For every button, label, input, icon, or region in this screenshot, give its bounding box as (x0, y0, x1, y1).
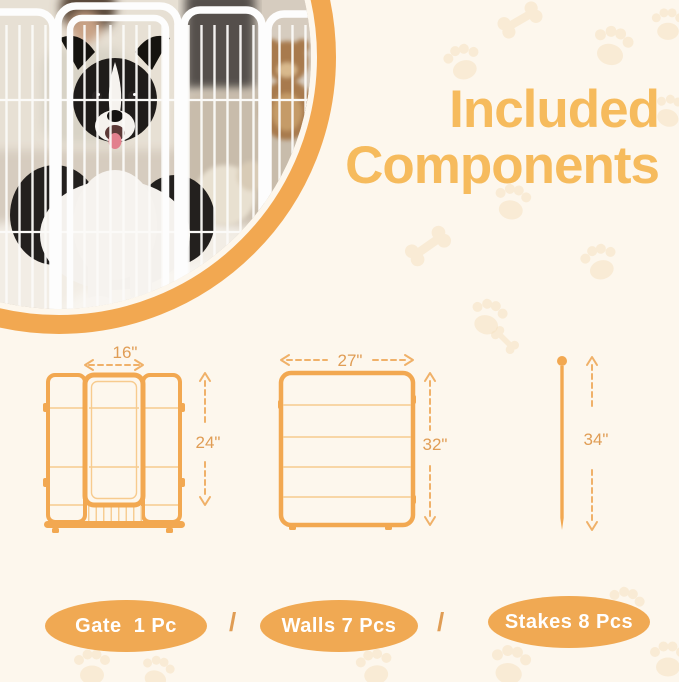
legend-pill-gate-label: Gate 1 Pc (75, 614, 177, 637)
bone-icon (495, 0, 545, 41)
gate-diagram: 16" 24" (43, 343, 221, 533)
legend-separator: / (437, 607, 445, 637)
wall-height-label: 32" (423, 435, 448, 454)
wall-width-label: 27" (338, 351, 363, 370)
gate-width-label: 16" (113, 343, 138, 362)
wall-drawing (278, 370, 416, 530)
hero-photo-scene (0, 0, 311, 309)
legend-pill-walls-label: Walls 7 Pcs (281, 614, 397, 637)
paw-icon (137, 652, 177, 682)
stake-height-arrow: 34" (584, 356, 609, 531)
legend-pill-stakes-label: Stakes 8 Pcs (504, 610, 634, 633)
stake-drawing (557, 356, 567, 530)
page-title-line2: Components (345, 136, 660, 196)
paw-icon (74, 649, 110, 682)
paw-icon (588, 22, 637, 70)
wall-width-arrow: 27" (280, 351, 414, 370)
paw-icon (487, 642, 534, 682)
pen-gate-door (66, 14, 170, 309)
legend-pill-gate: Gate 1 Pc (45, 600, 207, 652)
hero-photo (0, 0, 311, 309)
paw-icon (440, 40, 485, 84)
legend-pill-walls: Walls 7 Pcs (260, 600, 418, 652)
gate-height-label: 24" (196, 433, 221, 452)
page-title: Included Components (345, 80, 660, 196)
gate-door (82, 372, 146, 508)
wall-diagram: 27" 32" (278, 351, 448, 530)
legend-pill-stakes: Stakes 8 Pcs (488, 596, 650, 648)
gate-width-arrow: 16" (84, 343, 144, 371)
paw-icon (354, 646, 396, 682)
stake-height-label: 34" (584, 430, 609, 449)
stake-diagram: 34" (557, 356, 609, 531)
page-title-line1: Included (449, 80, 660, 139)
bone-icon (402, 223, 454, 269)
gate-height-arrow: 24" (196, 372, 221, 506)
wall-height-arrow: 32" (423, 372, 448, 526)
paw-icon (651, 8, 679, 40)
legend-separator: / (229, 607, 237, 637)
paw-icon (650, 641, 679, 677)
paw-icon (577, 240, 622, 284)
gate-drawing (43, 372, 185, 533)
